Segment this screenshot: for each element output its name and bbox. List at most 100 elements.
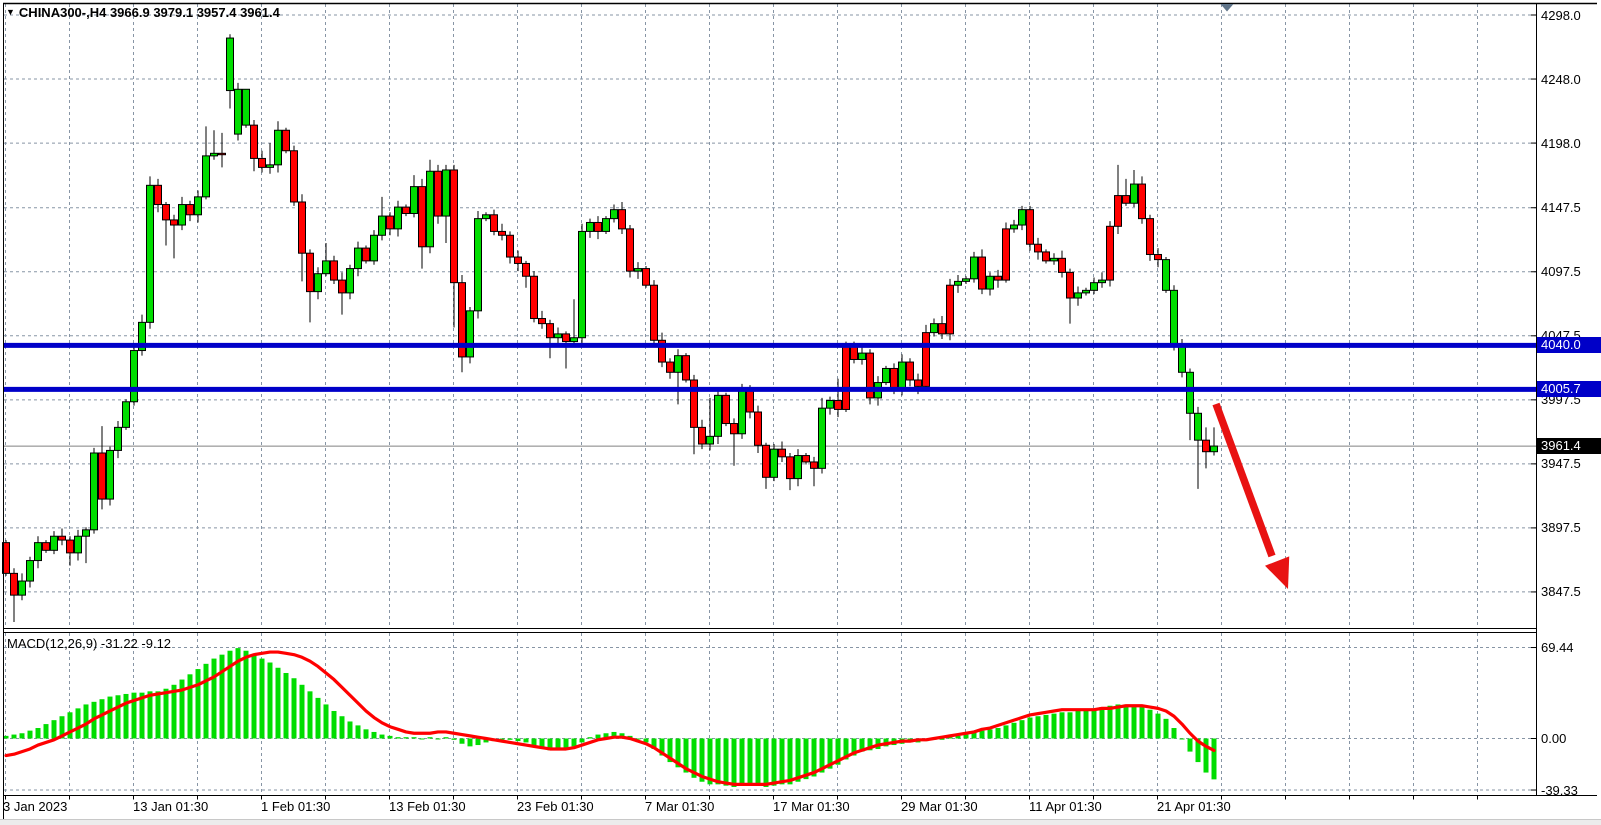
candle (610, 209, 618, 220)
macd-histogram-bar (35, 728, 41, 739)
candle (146, 184, 154, 323)
price-axis-label: 4097.5 (1541, 264, 1581, 280)
macd-histogram-bar (203, 663, 209, 739)
candle (962, 278, 970, 282)
macd-histogram-bar (83, 704, 89, 739)
candle (410, 186, 418, 215)
candle (898, 361, 906, 391)
macd-histogram-bar (1131, 705, 1137, 739)
chart-title: ▼ CHINA300-,H4 3966.9 3979.1 3957.4 3961.… (6, 5, 280, 20)
candle (130, 350, 138, 403)
candle (1186, 371, 1194, 414)
macd-histogram-bar (1099, 707, 1105, 739)
macd-histogram-bar (355, 725, 361, 739)
candle (154, 184, 162, 206)
candle (562, 333, 570, 343)
candle (1114, 195, 1122, 227)
macd-histogram-bar (1035, 716, 1041, 739)
candle (1202, 439, 1210, 453)
candle (834, 399, 842, 410)
time-axis-label: 11 Apr 01:30 (1029, 799, 1102, 814)
symbol-dropdown-icon[interactable]: ▼ (6, 7, 15, 17)
candle (1194, 412, 1202, 441)
candle (322, 260, 330, 275)
macd-histogram-bar (1091, 708, 1097, 739)
macd-histogram-bar (643, 738, 649, 743)
macd-histogram-bar (283, 673, 289, 739)
macd-histogram-bar (787, 738, 793, 785)
macd-histogram-bar (1187, 738, 1193, 752)
candle (794, 455, 802, 480)
price-axis-label: 4147.5 (1541, 200, 1581, 216)
candle (218, 152, 226, 156)
price-axis-label: 4248.0 (1541, 71, 1581, 87)
macd-histogram-bar (219, 654, 225, 739)
candle (10, 572, 18, 596)
candle (354, 247, 362, 270)
macd-histogram-bar (1011, 722, 1017, 739)
candle (378, 215, 386, 236)
candle (202, 155, 210, 198)
candle (122, 401, 130, 428)
candle (306, 252, 314, 293)
macd-histogram-bar (299, 684, 305, 739)
candle (850, 346, 858, 360)
macd-histogram-bar (819, 738, 825, 773)
time-axis-label: 13 Feb 01:30 (389, 799, 466, 814)
macd-histogram-bar (427, 737, 433, 739)
candle (298, 201, 306, 254)
macd-histogram-bar (147, 691, 153, 739)
macd-histogram-bar (411, 737, 417, 739)
candle (538, 318, 546, 325)
macd-histogram-bar (43, 724, 49, 739)
candle (994, 275, 1002, 281)
price-axis-label: 3897.5 (1541, 520, 1581, 536)
macd-histogram-bar (1123, 704, 1129, 739)
trend-arrow-head[interactable] (1265, 556, 1290, 589)
macd-histogram-bar (707, 738, 713, 785)
candle (1042, 251, 1050, 262)
candle (882, 367, 890, 384)
candle (442, 169, 450, 217)
candle (786, 456, 794, 480)
candle (386, 215, 394, 230)
macd-histogram-bar (843, 738, 849, 760)
candle (650, 284, 658, 341)
candle (58, 535, 66, 541)
macd-histogram-bar (739, 738, 745, 786)
macd-histogram-bar (1003, 725, 1009, 739)
candle (1106, 225, 1114, 281)
macd-histogram-bar (27, 730, 33, 739)
macd-histogram-bar (531, 738, 537, 746)
price-axis-label: 4298.0 (1541, 7, 1581, 23)
candle (626, 228, 634, 272)
macd-histogram-bar (1163, 718, 1169, 739)
candle (658, 339, 666, 363)
macd-histogram-bar (835, 738, 841, 765)
macd-histogram-bar (963, 734, 969, 739)
candle (2, 542, 10, 574)
macd-histogram-bar (499, 738, 505, 740)
candle (1058, 257, 1066, 273)
macd-histogram-bar (139, 692, 145, 739)
macd-histogram-bar (1203, 738, 1209, 773)
candle (714, 394, 722, 437)
candle (818, 407, 826, 469)
candle (754, 411, 762, 446)
macd-histogram-bar (67, 712, 73, 739)
macd-histogram-bar (291, 678, 297, 739)
candle (1034, 243, 1042, 253)
candle (1018, 209, 1026, 226)
chart-shift-marker-icon (1220, 4, 1234, 12)
candle (458, 282, 466, 358)
macd-histogram-bar (1107, 705, 1113, 739)
candle (954, 280, 962, 286)
macd-histogram-bar (11, 734, 17, 739)
candle (1050, 257, 1058, 262)
macd-histogram-bar (523, 738, 529, 743)
trend-arrow-annotation[interactable] (1212, 402, 1276, 558)
candle (242, 88, 250, 126)
macd-histogram-bar (683, 738, 689, 773)
hline-price-label: 4040.0 (1537, 337, 1601, 354)
